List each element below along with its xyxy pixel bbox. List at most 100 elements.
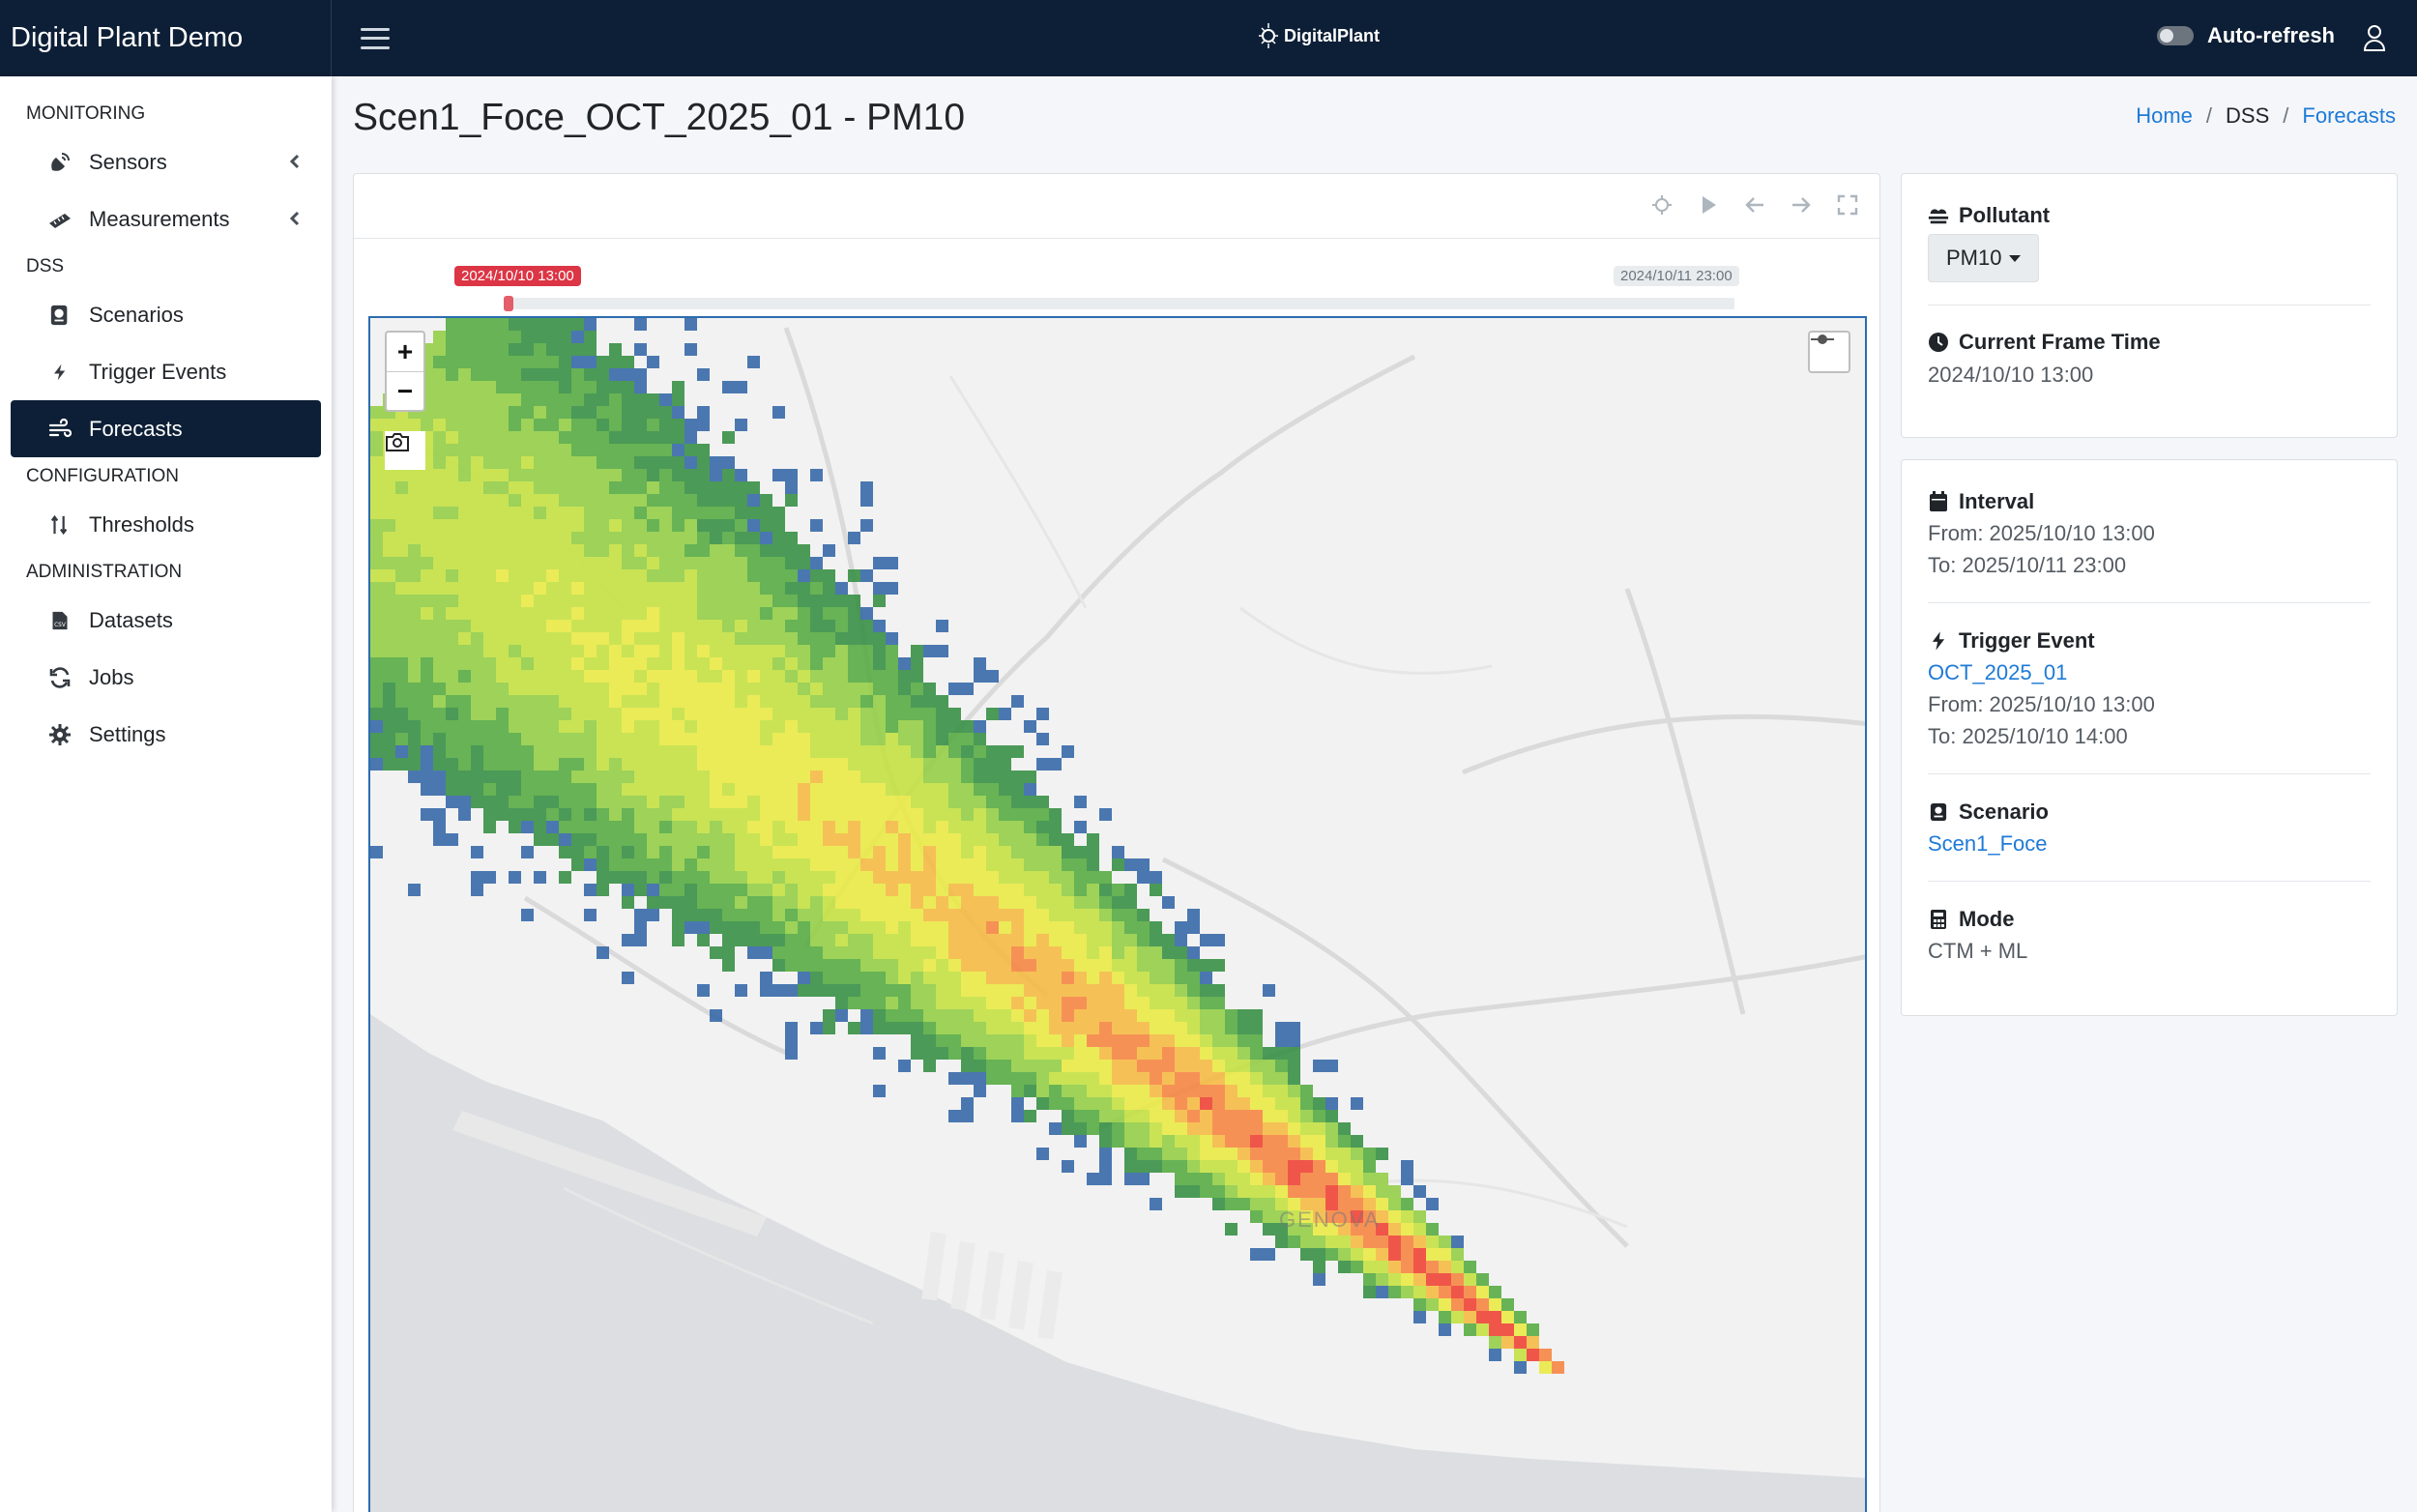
- plume-cell: [534, 431, 546, 444]
- plume-cell: [634, 846, 647, 858]
- plume-cell: [534, 657, 546, 670]
- fullscreen-icon[interactable]: [1837, 194, 1858, 216]
- chevron-left-icon: [288, 208, 302, 229]
- plume-cell: [521, 695, 534, 708]
- plume-cell: [898, 683, 911, 695]
- plume-cell: [1099, 984, 1112, 997]
- plume-cell: [622, 632, 634, 645]
- plume-cell: [747, 557, 760, 569]
- plume-cell: [496, 632, 509, 645]
- plume-cell: [571, 733, 584, 745]
- plume-cell: [509, 419, 521, 431]
- sidebar-item-jobs[interactable]: Jobs: [11, 649, 321, 706]
- plume-cell: [370, 406, 383, 419]
- sidebar-item-scenarios[interactable]: Scenarios: [11, 286, 321, 343]
- trigger-event-link[interactable]: OCT_2025_01: [1928, 660, 2068, 684]
- autorefresh-toggle[interactable]: Auto-refresh: [2156, 23, 2335, 48]
- plume-cell: [496, 368, 509, 381]
- plume-cell: [886, 821, 898, 833]
- screenshot-button[interactable]: [385, 431, 425, 470]
- layer-toggle-button[interactable]: [1808, 331, 1850, 373]
- zoom-in-button[interactable]: +: [396, 336, 414, 366]
- plume-cell: [1011, 946, 1024, 959]
- plume-cell: [772, 934, 785, 946]
- plume-cell: [848, 972, 860, 984]
- arrow-left-icon[interactable]: [1744, 194, 1765, 216]
- arrow-right-icon[interactable]: [1791, 194, 1812, 216]
- plume-cell: [559, 494, 571, 507]
- breadcrumb-forecasts[interactable]: Forecasts: [2302, 103, 2396, 128]
- plume-cell: [546, 532, 559, 544]
- plume-cell: [999, 1072, 1011, 1085]
- timeline-handle[interactable]: [504, 296, 513, 311]
- breadcrumb-home[interactable]: Home: [2136, 103, 2193, 128]
- plume-cell: [961, 972, 974, 984]
- plume-cell: [659, 519, 672, 532]
- pollution-map[interactable]: + − GENOVA: [368, 316, 1867, 1512]
- plume-cell: [785, 582, 798, 595]
- scenario-link[interactable]: Scen1_Foce: [1928, 831, 2048, 856]
- plume-cell: [622, 494, 634, 507]
- plume-cell: [659, 745, 672, 758]
- plume-cell: [458, 481, 471, 494]
- plume-cell: [521, 494, 534, 507]
- plume-cell: [421, 695, 433, 708]
- plume-cell: [509, 607, 521, 620]
- plume-cell: [546, 356, 559, 368]
- plume-cell: [848, 532, 860, 544]
- crosshair-icon[interactable]: [1651, 194, 1673, 216]
- timeline-start-label: 2024/10/10 13:00: [454, 266, 581, 286]
- plume-cell: [546, 796, 559, 808]
- plume-cell: [1150, 959, 1162, 972]
- plume-cell: [383, 620, 395, 632]
- plume-cell: [936, 921, 948, 934]
- plume-cell: [1275, 1122, 1288, 1135]
- plume-cell: [1401, 1173, 1413, 1185]
- plume-cell: [710, 557, 722, 569]
- sidebar-item-datasets[interactable]: CSV Datasets: [11, 592, 321, 649]
- plume-cell: [823, 544, 835, 557]
- plume-cell: [1074, 884, 1087, 896]
- plume-cell: [534, 393, 546, 406]
- autorefresh-switch[interactable]: [2156, 26, 2194, 45]
- plume-cell: [974, 808, 986, 821]
- plume-cell: [609, 683, 622, 695]
- plume-cell: [986, 946, 999, 959]
- sidebar-item-sensors[interactable]: Sensors: [11, 133, 321, 190]
- plume-cell: [471, 444, 483, 456]
- app-title[interactable]: Digital Plant Demo: [0, 0, 332, 76]
- play-icon[interactable]: [1698, 194, 1719, 216]
- plume-cell: [647, 557, 659, 569]
- plume-cell: [760, 670, 772, 683]
- plume-cell: [886, 796, 898, 808]
- timeline-slider[interactable]: [504, 298, 1734, 309]
- plume-cell: [609, 620, 622, 632]
- pm10-plume-layer: [370, 318, 1564, 1374]
- pollutant-select[interactable]: PM10: [1928, 234, 2040, 282]
- plume-cell: [1325, 1248, 1338, 1261]
- plume-cell: [597, 494, 609, 507]
- user-icon[interactable]: [2363, 24, 2386, 51]
- zoom-out-button[interactable]: −: [387, 371, 423, 410]
- menu-toggle-icon[interactable]: [361, 27, 390, 49]
- sidebar-item-settings[interactable]: Settings: [11, 706, 321, 763]
- plume-cell: [534, 620, 546, 632]
- plume-cell: [710, 607, 722, 620]
- plume-cell: [911, 720, 923, 733]
- plume-cell: [672, 771, 684, 783]
- plume-cell: [534, 733, 546, 745]
- plume-cell: [697, 846, 710, 858]
- plume-cell: [772, 984, 785, 997]
- sidebar-item-forecasts[interactable]: Forecasts: [11, 400, 321, 457]
- plume-cell: [1514, 1311, 1527, 1323]
- sidebar-item-thresholds[interactable]: Thresholds: [11, 496, 321, 553]
- plume-cell: [571, 356, 584, 368]
- sidebar-item-measurements[interactable]: Measurements: [11, 190, 321, 247]
- plume-cell: [609, 821, 622, 833]
- sidebar-item-trigger-events[interactable]: Trigger Events: [11, 343, 321, 400]
- plume-cell: [1087, 1009, 1099, 1022]
- plume-cell: [370, 507, 383, 519]
- plume-cell: [496, 431, 509, 444]
- plume-cell: [772, 896, 785, 909]
- plume-cell: [672, 670, 684, 683]
